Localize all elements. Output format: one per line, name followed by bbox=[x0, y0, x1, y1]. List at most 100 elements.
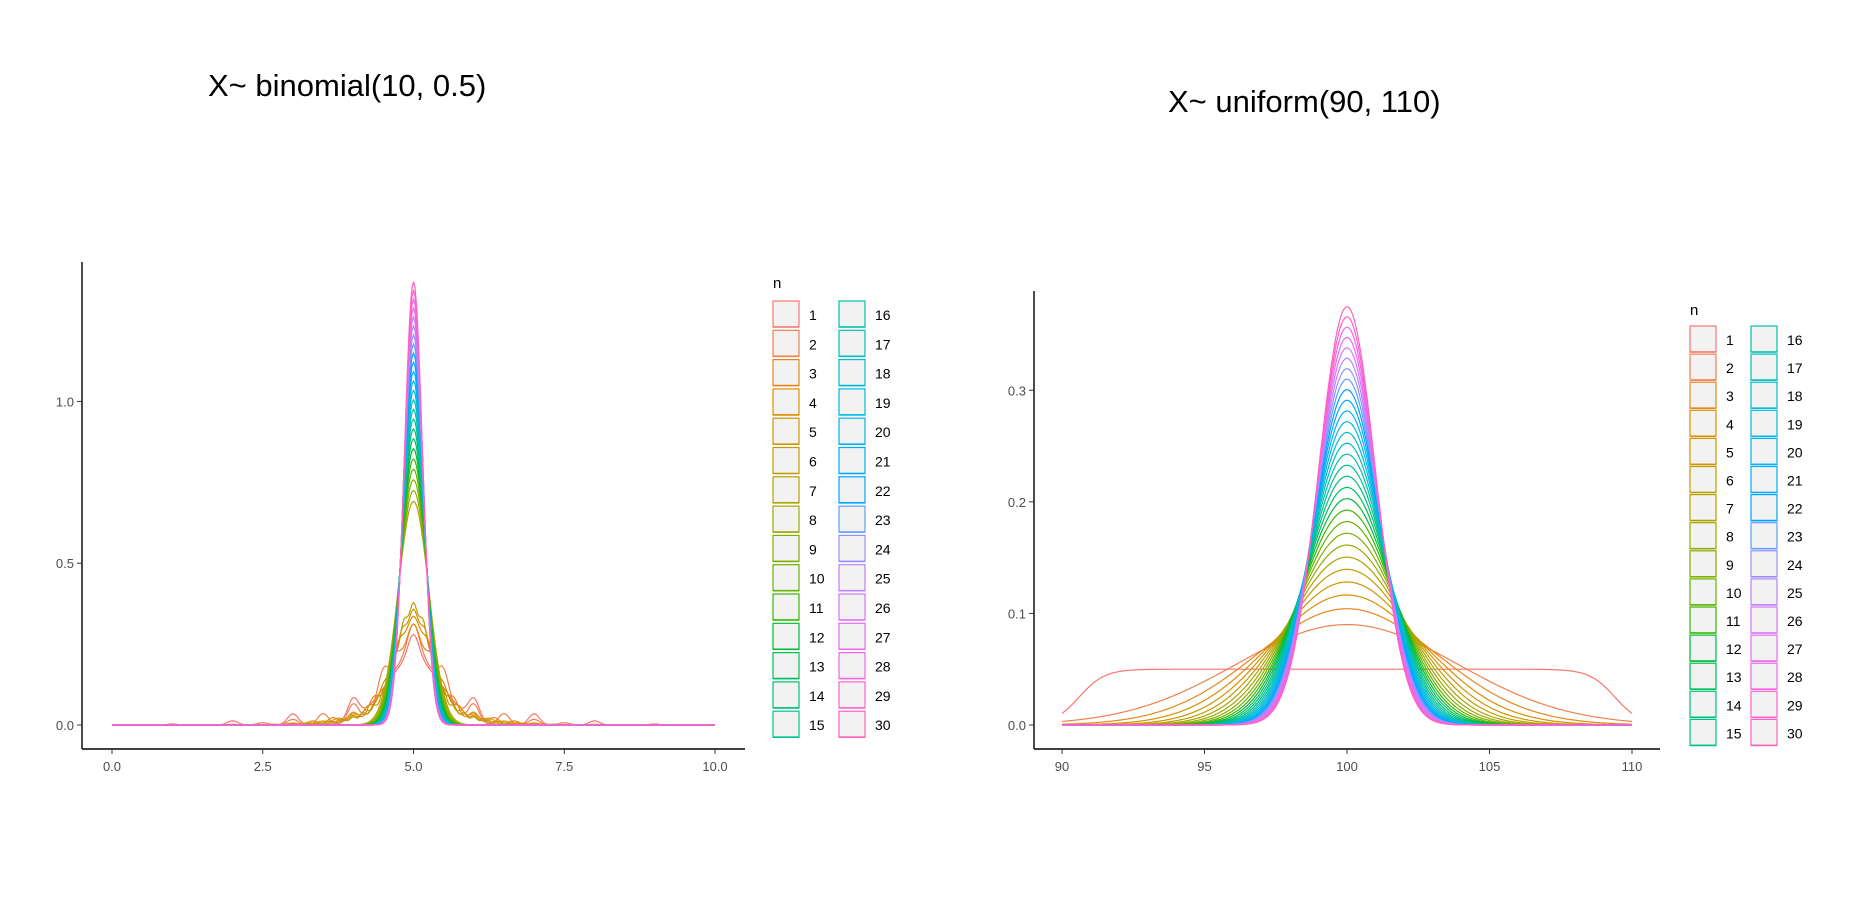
density-curve-n-28 bbox=[1062, 326, 1632, 726]
legend-label-n-10: 10 bbox=[1726, 585, 1742, 601]
x-tick-label: 2.5 bbox=[254, 759, 272, 774]
legend-key-n-2 bbox=[1689, 353, 1717, 381]
legend-key-n-21 bbox=[838, 446, 866, 475]
density-curve-n-26 bbox=[112, 314, 715, 726]
legend-label-n-20: 20 bbox=[1787, 444, 1803, 460]
legend-label-n-2: 2 bbox=[809, 336, 817, 352]
density-curve-n-23 bbox=[1062, 378, 1632, 726]
y-tick-label: 1.0 bbox=[56, 394, 74, 409]
x-tick-label: 90 bbox=[1055, 759, 1069, 774]
legend-key-n-12 bbox=[1689, 634, 1717, 662]
density-curve-n-16 bbox=[1062, 453, 1632, 726]
x-tick-label: 7.5 bbox=[555, 759, 573, 774]
legend-label-n-20: 20 bbox=[875, 424, 891, 440]
legend-label-n-30: 30 bbox=[1787, 725, 1803, 741]
legend: n123456789101112131415161718192021222324… bbox=[1689, 302, 1803, 747]
legend-key-n-18 bbox=[1750, 381, 1778, 409]
density-curve-n-29 bbox=[1062, 316, 1632, 726]
density-curve-n-29 bbox=[112, 288, 715, 726]
legend-label-n-19: 19 bbox=[1787, 416, 1803, 432]
legend-key-n-1 bbox=[772, 300, 800, 328]
legend-key-n-29 bbox=[838, 681, 866, 709]
legend-label-n-11: 11 bbox=[809, 600, 824, 616]
legend-key-n-24 bbox=[1750, 550, 1778, 578]
density-curve-n-13 bbox=[112, 437, 715, 726]
density-curve-n-26 bbox=[1062, 347, 1632, 726]
density-curve-n-1 bbox=[112, 633, 715, 726]
legend-key-n-2 bbox=[772, 329, 800, 357]
legend-key-n-10 bbox=[772, 564, 800, 592]
legend-label-n-21: 21 bbox=[875, 454, 891, 470]
density-curve-n-10 bbox=[1062, 520, 1632, 726]
legend-key-n-19 bbox=[838, 388, 866, 416]
legend-label-n-23: 23 bbox=[875, 512, 891, 528]
legend-label-n-28: 28 bbox=[875, 659, 891, 675]
legend-key-n-7 bbox=[1689, 494, 1717, 522]
legend-key-n-5 bbox=[772, 417, 800, 445]
y-tick-label: 0.3 bbox=[1008, 383, 1026, 398]
density-curve-n-7 bbox=[112, 500, 715, 726]
density-curve-n-1 bbox=[1061, 668, 1633, 714]
density-curve-n-2 bbox=[112, 623, 715, 726]
legend-key-n-28 bbox=[1750, 662, 1778, 690]
y-tick-label: 0.0 bbox=[56, 718, 74, 733]
legend-label-n-10: 10 bbox=[809, 571, 825, 587]
legend-label-n-15: 15 bbox=[809, 717, 825, 733]
right-chart-title: X~ uniform(90, 110) bbox=[1168, 84, 1441, 119]
legend: n123456789101112131415161718192021222324… bbox=[772, 275, 891, 739]
legend-label-n-5: 5 bbox=[809, 424, 817, 440]
legend-key-n-29 bbox=[1750, 690, 1778, 718]
legend-key-n-21 bbox=[1750, 465, 1778, 494]
legend-label-n-13: 13 bbox=[809, 659, 825, 675]
legend-key-n-17 bbox=[838, 329, 866, 357]
legend-key-n-13 bbox=[772, 651, 800, 680]
density-curve-n-11 bbox=[1062, 509, 1632, 726]
legend-key-n-27 bbox=[1750, 634, 1778, 662]
legend-key-n-19 bbox=[1750, 409, 1778, 437]
legend-label-n-9: 9 bbox=[809, 541, 817, 557]
density-curve-n-20 bbox=[112, 370, 715, 726]
legend-label-n-11: 11 bbox=[1726, 613, 1741, 629]
legend-key-n-14 bbox=[772, 681, 800, 709]
legend-key-n-7 bbox=[772, 476, 800, 504]
legend-key-n-10 bbox=[1689, 578, 1717, 606]
legend-key-n-22 bbox=[1750, 494, 1778, 522]
legend-key-n-15 bbox=[1689, 718, 1717, 747]
left-chart-title: X~ binomial(10, 0.5) bbox=[208, 68, 487, 103]
legend-label-n-29: 29 bbox=[1787, 697, 1803, 713]
density-curve-n-2 bbox=[1061, 624, 1633, 722]
legend-label-n-4: 4 bbox=[1726, 416, 1734, 432]
legend-title: n bbox=[773, 275, 781, 292]
legend-key-n-6 bbox=[772, 446, 800, 475]
density-curve-n-21 bbox=[1062, 399, 1632, 726]
legend-label-n-13: 13 bbox=[1726, 669, 1742, 685]
legend-label-n-6: 6 bbox=[1726, 473, 1734, 489]
density-curve-n-16 bbox=[112, 408, 715, 726]
x-tick-label: 100 bbox=[1336, 759, 1358, 774]
density-curve-n-19 bbox=[1062, 420, 1632, 726]
y-tick-label: 0.1 bbox=[1008, 606, 1026, 621]
legend-label-n-7: 7 bbox=[1726, 501, 1734, 517]
density-curve-n-3 bbox=[112, 623, 715, 726]
legend-key-n-3 bbox=[772, 359, 800, 387]
legend-key-n-26 bbox=[838, 593, 866, 621]
x-tick-label: 105 bbox=[1479, 759, 1501, 774]
density-curves bbox=[112, 281, 715, 726]
legend-label-n-2: 2 bbox=[1726, 360, 1734, 376]
density-curve-n-8 bbox=[112, 489, 715, 726]
density-curve-n-14 bbox=[112, 427, 715, 726]
legend-key-n-16 bbox=[1750, 325, 1778, 353]
legend-key-n-27 bbox=[838, 622, 866, 650]
legend-label-n-6: 6 bbox=[809, 454, 817, 470]
legend-label-n-25: 25 bbox=[1787, 585, 1803, 601]
legend-label-n-4: 4 bbox=[809, 395, 817, 411]
density-curve-n-19 bbox=[112, 379, 715, 726]
legend-label-n-22: 22 bbox=[1787, 501, 1803, 517]
legend-label-n-30: 30 bbox=[875, 717, 891, 733]
legend-key-n-22 bbox=[838, 476, 866, 504]
legend-key-n-25 bbox=[838, 564, 866, 592]
legend-label-n-29: 29 bbox=[875, 688, 891, 704]
density-curve-n-14 bbox=[1062, 475, 1632, 726]
legend-label-n-7: 7 bbox=[809, 483, 817, 499]
